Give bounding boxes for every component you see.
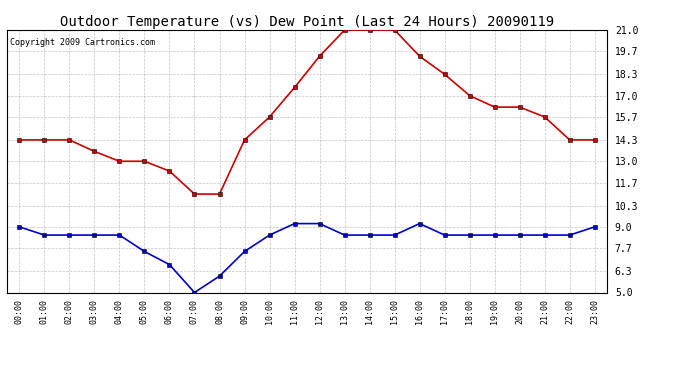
Text: Copyright 2009 Cartronics.com: Copyright 2009 Cartronics.com bbox=[10, 38, 155, 47]
Title: Outdoor Temperature (vs) Dew Point (Last 24 Hours) 20090119: Outdoor Temperature (vs) Dew Point (Last… bbox=[60, 15, 554, 29]
